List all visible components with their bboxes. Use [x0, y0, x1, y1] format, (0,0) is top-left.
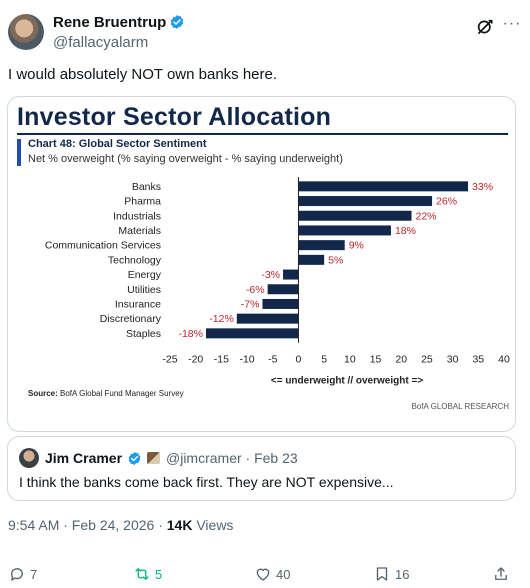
chart-source: Source: BofA Global Fund Manager Survey — [28, 389, 184, 398]
chart-name: Chart 48: Global Sector Sentiment — [28, 138, 207, 150]
data-label: -6% — [246, 284, 265, 296]
x-tick-label: 20 — [395, 354, 407, 366]
category-label: Insurance — [115, 298, 161, 310]
chart-accent-bar — [17, 139, 21, 166]
data-label: 26% — [436, 196, 457, 208]
source-text: BofA Global Fund Manager Survey — [57, 389, 184, 398]
category-label: Staples — [126, 328, 161, 340]
bar — [298, 240, 345, 251]
brand-label: BofA GLOBAL RESEARCH — [411, 402, 509, 411]
x-tick-label: 35 — [472, 354, 484, 366]
views-count: 14K — [166, 517, 193, 533]
title-divider — [17, 133, 508, 135]
x-tick-label: -5 — [268, 354, 277, 366]
slide-title: Investor Sector Allocation — [17, 103, 332, 131]
share-button[interactable] — [492, 563, 510, 585]
category-label: Banks — [132, 181, 161, 193]
bar — [267, 284, 299, 295]
author-name-text: Rene Bruentrup — [53, 14, 167, 31]
bar — [262, 298, 299, 309]
x-tick-label: -20 — [188, 354, 203, 366]
category-label: Communication Services — [45, 240, 161, 252]
verified-badge-icon — [171, 15, 184, 29]
category-label: Pharma — [124, 196, 161, 208]
x-tick-label: 0 — [296, 354, 302, 366]
share-icon — [495, 567, 507, 580]
bar — [298, 181, 469, 192]
data-label: 18% — [395, 225, 416, 237]
tweet-header: Rene Bruentrup @fallacyalarm ··· — [6, 12, 524, 56]
author-avatar[interactable] — [8, 14, 44, 50]
x-tick-label: 10 — [344, 354, 356, 366]
source-label: Source: — [28, 389, 58, 398]
author-handle[interactable]: @fallacyalarm — [53, 34, 149, 51]
category-label: Energy — [128, 269, 162, 281]
bookmark-icon — [376, 567, 388, 581]
x-tick-label: 5 — [321, 354, 327, 366]
bookmark-count: 16 — [395, 566, 410, 582]
x-tick-label: 15 — [370, 354, 382, 366]
x-axis-label: <= underweight // overweight => — [271, 376, 423, 386]
x-tick-label: -25 — [162, 354, 177, 366]
like-button[interactable]: 40 — [254, 563, 290, 585]
category-label: Utilities — [127, 284, 161, 296]
like-icon — [256, 568, 270, 581]
reply-count: 7 — [30, 566, 38, 582]
tweet-timestamp[interactable]: 9:54 AM · Feb 24, 2026 · — [8, 517, 167, 533]
reply-icon — [11, 568, 23, 581]
quoted-author-avatar — [19, 448, 39, 468]
bar — [298, 225, 391, 236]
reply-button[interactable]: 7 — [8, 563, 37, 585]
repost-icon — [135, 568, 149, 580]
data-label: 33% — [472, 181, 493, 193]
grok-icon[interactable] — [476, 18, 494, 36]
data-label: 5% — [328, 254, 343, 266]
quoted-tweet[interactable]: Jim Cramer @jimcramer · Feb 23 I think t… — [7, 436, 516, 501]
bar — [236, 313, 299, 324]
data-label: -18% — [178, 328, 203, 340]
category-label: Materials — [118, 225, 161, 237]
category-label: Industrials — [113, 210, 161, 222]
tweet-meta: 9:54 AM · Feb 24, 2026 · 14K Views — [8, 517, 233, 533]
views-label: Views — [192, 517, 234, 533]
repost-button[interactable]: 5 — [133, 563, 162, 585]
quoted-tweet-text: I think the banks come back first. They … — [19, 474, 394, 490]
quoted-author-name: Jim Cramer — [45, 450, 123, 466]
x-tick-label: 30 — [447, 354, 459, 366]
more-icon[interactable]: ··· — [502, 15, 522, 32]
action-bar: 7 5 40 16 — [8, 563, 522, 585]
bar — [298, 254, 325, 265]
tweet-media-image[interactable]: Investor Sector Allocation Chart 48: Glo… — [7, 96, 516, 432]
category-label: Discretionary — [100, 313, 162, 325]
tweet-text: I would absolutely NOT own banks here. — [8, 66, 278, 83]
quoted-handle-time: @jimcramer · Feb 23 — [166, 450, 298, 466]
quoted-verified-badge-icon — [128, 451, 141, 466]
data-label: -7% — [241, 298, 260, 310]
repost-count: 5 — [155, 566, 163, 582]
chart-subtitle: Net % overweight (% saying overweight - … — [28, 153, 343, 165]
bar — [283, 269, 299, 280]
like-count: 40 — [276, 566, 291, 582]
data-label: -12% — [209, 313, 234, 325]
affiliate-badge-icon — [147, 452, 160, 464]
x-tick-label: -10 — [239, 354, 254, 366]
data-label: 22% — [416, 210, 437, 222]
bar — [298, 210, 412, 221]
x-tick-label: -15 — [214, 354, 229, 366]
data-label: -3% — [261, 269, 280, 281]
x-tick-label: 25 — [421, 354, 433, 366]
bookmark-button[interactable]: 16 — [373, 563, 409, 585]
bar — [298, 196, 433, 207]
author-display-name[interactable]: Rene Bruentrup — [53, 14, 185, 31]
x-tick-label: 40 — [498, 354, 510, 366]
category-label: Technology — [108, 254, 162, 266]
bar — [205, 328, 299, 339]
data-label: 9% — [349, 240, 364, 252]
sector-sentiment-chart: Banks 33% Pharma 26% Industrials 22% Materials… — [45, 177, 510, 386]
